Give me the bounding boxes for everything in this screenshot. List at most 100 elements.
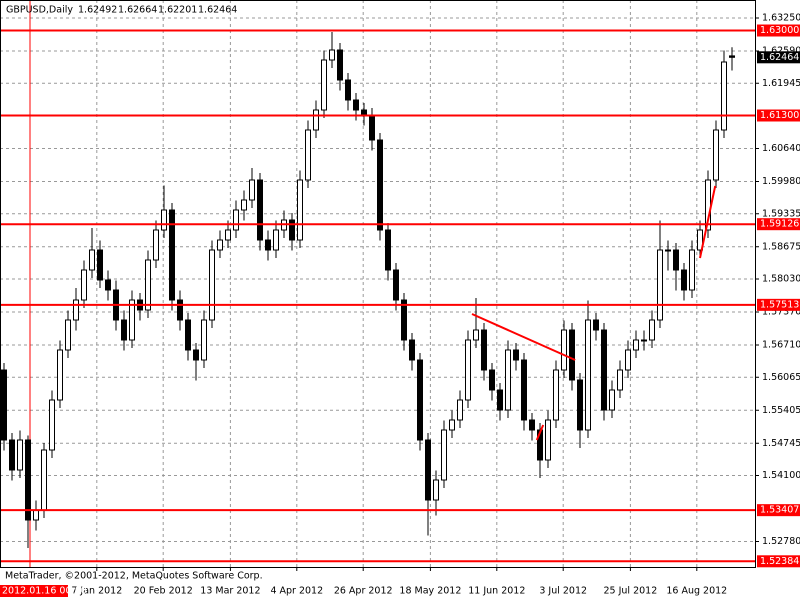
price-label: 1.62464 bbox=[760, 52, 799, 63]
candle-body bbox=[625, 349, 631, 371]
candle-body bbox=[593, 319, 599, 331]
candle-body bbox=[585, 319, 591, 431]
candle-body bbox=[377, 139, 383, 231]
header-ohlc: 1.62664 bbox=[118, 5, 157, 16]
candle-body bbox=[9, 439, 15, 471]
candle-body bbox=[457, 399, 463, 421]
candle-body bbox=[321, 59, 327, 111]
candle-body bbox=[129, 299, 135, 341]
candle-body bbox=[57, 349, 63, 401]
level-label-box bbox=[757, 109, 800, 122]
candle-body bbox=[41, 449, 47, 511]
y-tick-label: 1.57370 bbox=[762, 307, 800, 318]
y-tick-label: 1.59980 bbox=[762, 176, 800, 187]
candle-body bbox=[89, 249, 95, 271]
header-ohlc: 1.62201 bbox=[158, 5, 197, 16]
candle-body bbox=[641, 339, 647, 342]
candle-body bbox=[681, 269, 687, 291]
candle-body bbox=[665, 249, 671, 252]
candle-body bbox=[1, 369, 7, 441]
candle-body bbox=[25, 439, 31, 521]
level-label: 1.57513 bbox=[760, 299, 799, 310]
level-label: 1.61300 bbox=[760, 110, 799, 121]
candle-body bbox=[225, 229, 231, 241]
y-tick-label: 1.63250 bbox=[762, 13, 800, 24]
candle-body bbox=[649, 319, 655, 341]
candle-body bbox=[561, 329, 567, 371]
candle-body bbox=[441, 429, 447, 481]
candle-body bbox=[305, 129, 311, 181]
candle-body bbox=[521, 359, 527, 421]
x-tick-label: 25 Jul 2012 bbox=[604, 586, 658, 597]
candle-body bbox=[257, 179, 263, 241]
header-ohlc: 1.62464 bbox=[198, 5, 237, 16]
y-tick-label: 1.59335 bbox=[762, 208, 800, 219]
cursor-label: 2012.01.16 00:00 bbox=[2, 586, 87, 597]
x-tick-label: 7 Jan 2012 bbox=[71, 586, 122, 597]
candle-body bbox=[409, 339, 415, 361]
level-label-box bbox=[757, 218, 800, 231]
candle-body bbox=[529, 419, 535, 431]
candle-body bbox=[209, 249, 215, 321]
trendline bbox=[471, 313, 576, 361]
price-label-box bbox=[757, 51, 800, 64]
candle-body bbox=[393, 269, 399, 301]
candle-body bbox=[161, 209, 167, 231]
candle-body bbox=[273, 229, 279, 251]
candle-body bbox=[473, 329, 479, 341]
x-tick-label: 20 Feb 2012 bbox=[134, 586, 193, 597]
candle-body bbox=[185, 319, 191, 351]
candle-body bbox=[17, 439, 23, 471]
candle-body bbox=[313, 109, 319, 131]
candle-body bbox=[153, 229, 159, 261]
y-tick-label: 1.56065 bbox=[762, 372, 800, 383]
y-tick-label: 1.62590 bbox=[762, 46, 800, 57]
x-tick-label: 26 Apr 2012 bbox=[334, 586, 393, 597]
y-tick-label: 1.54745 bbox=[762, 438, 800, 449]
candle-body bbox=[673, 249, 679, 271]
candle-body bbox=[481, 329, 487, 371]
candle-body bbox=[297, 179, 303, 241]
candle-body bbox=[657, 249, 663, 321]
candle-body bbox=[425, 439, 431, 501]
candle-body bbox=[689, 249, 695, 291]
candle-body bbox=[385, 229, 391, 271]
y-tick-label: 1.56710 bbox=[762, 340, 800, 351]
candle-body bbox=[105, 279, 111, 291]
level-label: 1.53407 bbox=[760, 505, 799, 516]
candle-body bbox=[33, 509, 39, 521]
candle-body bbox=[81, 269, 87, 301]
candle-body bbox=[633, 339, 639, 351]
candle-body bbox=[145, 259, 151, 311]
candle-body bbox=[369, 114, 375, 141]
x-tick-label: 3 Jul 2012 bbox=[539, 586, 587, 597]
candle-body bbox=[449, 419, 455, 431]
level-label: 1.63000 bbox=[760, 25, 799, 36]
y-tick-label: 1.61945 bbox=[762, 78, 800, 89]
y-tick-label: 1.58675 bbox=[762, 241, 800, 252]
candle-body bbox=[65, 319, 71, 351]
y-tick-label: 1.60640 bbox=[762, 143, 800, 154]
level-label-box bbox=[757, 24, 800, 37]
candle-body bbox=[577, 379, 583, 431]
candle-body bbox=[345, 79, 351, 101]
candle-body bbox=[569, 329, 575, 381]
candle-body bbox=[361, 109, 367, 116]
cursor-label-box bbox=[0, 585, 68, 597]
level-label-box bbox=[757, 504, 800, 517]
candle-body bbox=[193, 349, 199, 361]
y-tick-label: 1.55405 bbox=[762, 405, 800, 416]
candle-body bbox=[721, 61, 727, 131]
candle-body bbox=[505, 349, 511, 411]
candle-body bbox=[513, 349, 519, 361]
level-label: 1.52384 bbox=[760, 556, 799, 567]
candle-body bbox=[337, 49, 343, 81]
x-tick-label: 11 Jun 2012 bbox=[468, 586, 525, 597]
candle-body bbox=[169, 209, 175, 301]
candle-body bbox=[217, 239, 223, 251]
level-label-box bbox=[757, 298, 800, 311]
candle-body bbox=[713, 129, 719, 181]
candle-body bbox=[249, 179, 255, 201]
candle-body bbox=[49, 399, 55, 451]
